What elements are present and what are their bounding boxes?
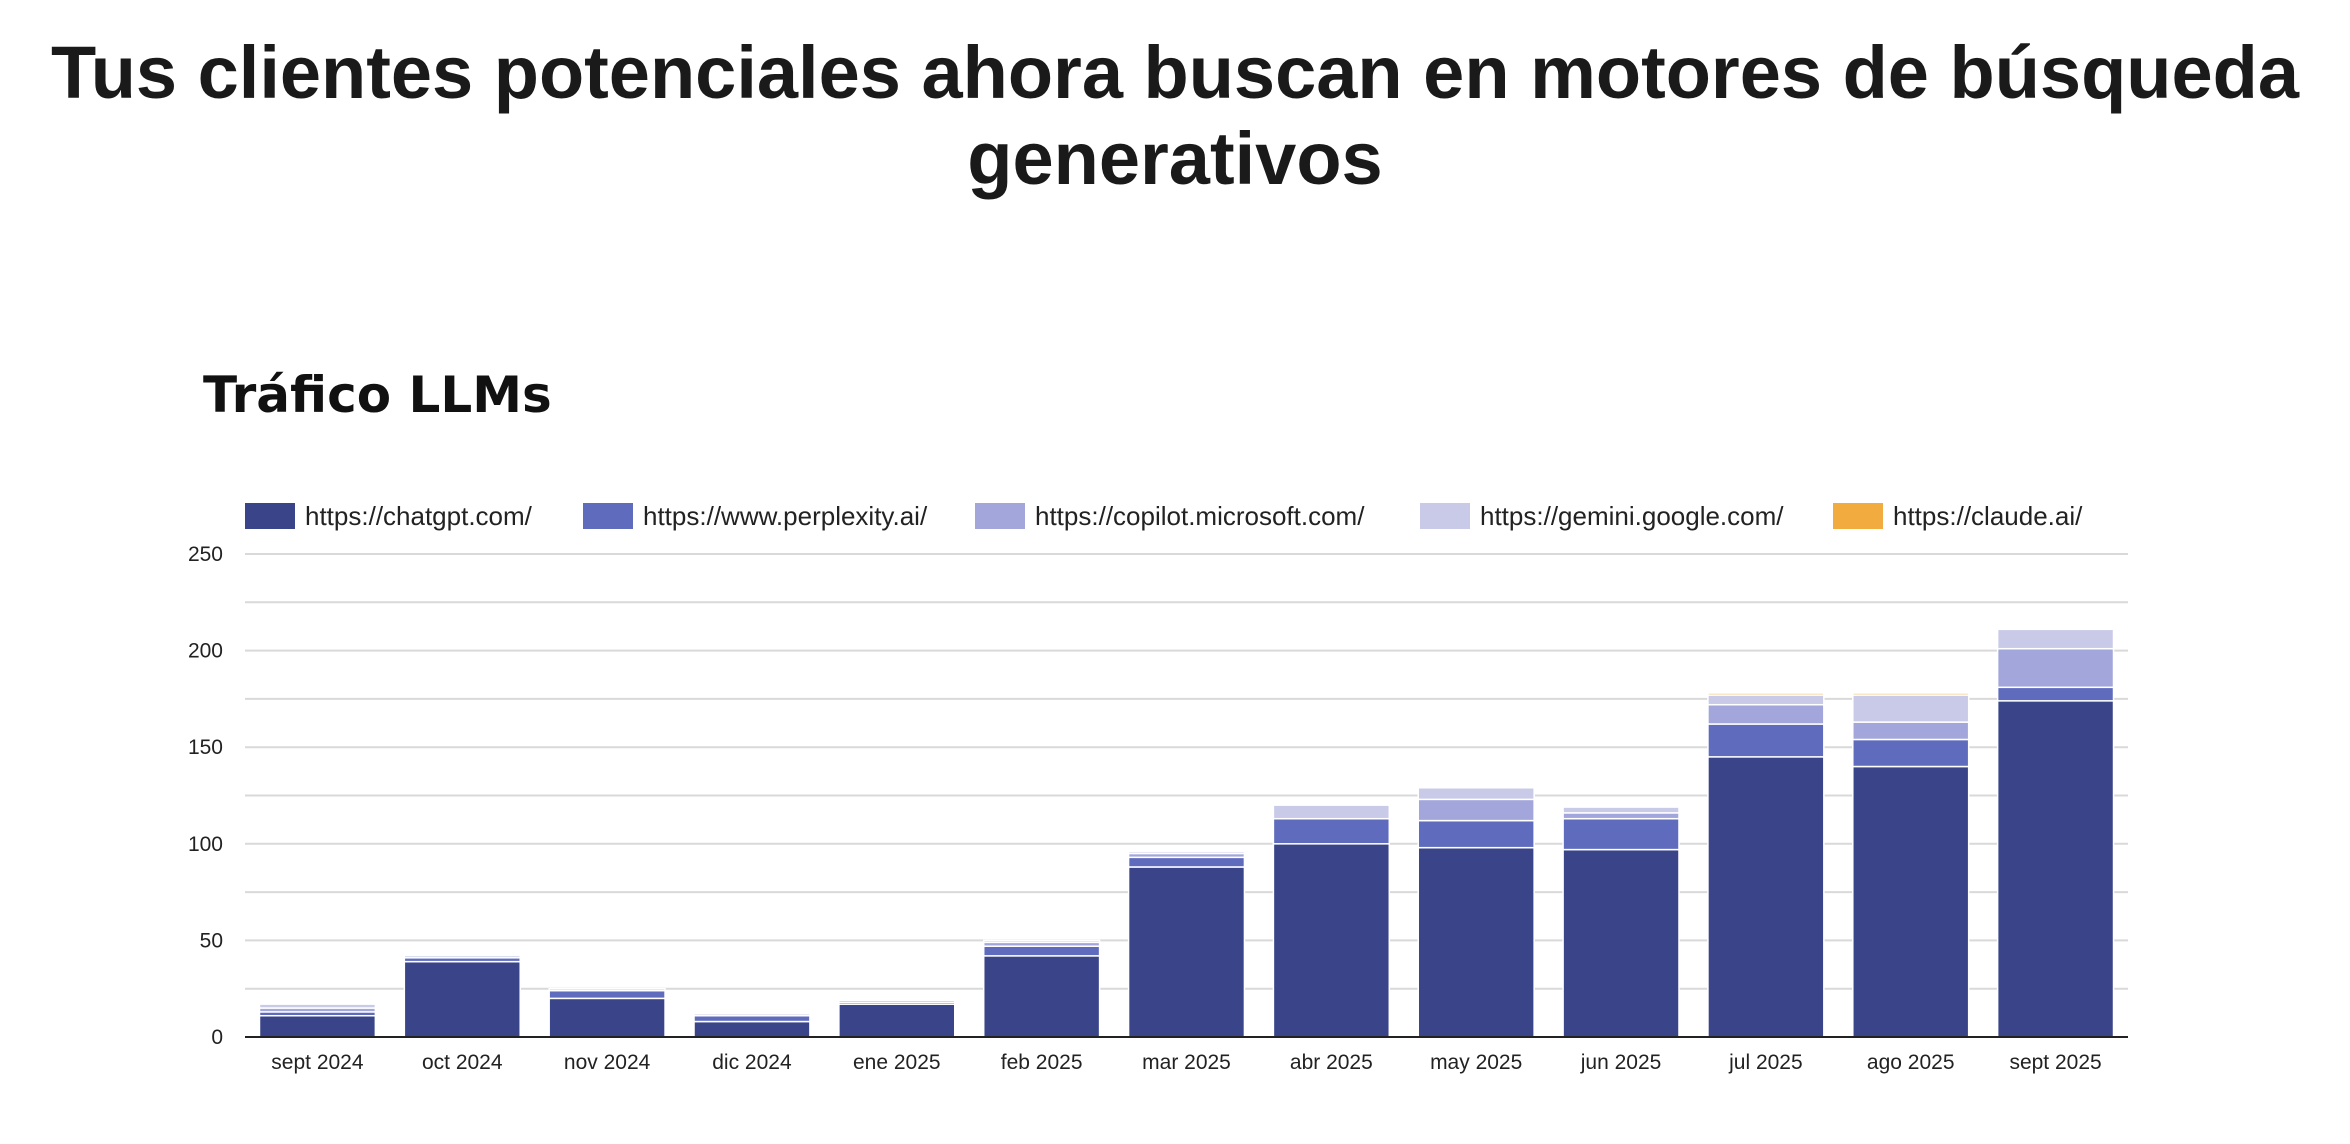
legend-swatch (1420, 503, 1470, 529)
bar-segment-4 (1996, 628, 2115, 650)
bar-segment-4 (1707, 694, 1825, 706)
x-tick-label: may 2025 (1430, 1051, 1522, 1074)
bar-segment-3 (1417, 798, 1535, 822)
x-tick-label: abr 2025 (1290, 1051, 1373, 1074)
y-tick-label: 50 (200, 929, 223, 952)
bar-segment-2 (982, 945, 1101, 957)
bar-segment-2 (1272, 817, 1391, 845)
x-tick-label: sept 2024 (271, 1051, 364, 1074)
x-axis-ticks: sept 2024 oct 2024 nov 2024 dic 2024 ene 202… (271, 1051, 2101, 1074)
bar-segment-4 (548, 987, 666, 992)
bar-segment-2 (1996, 686, 2115, 702)
bar-segment-3 (403, 955, 521, 959)
bar-segment-2 (693, 1014, 811, 1023)
bar-segment-1 (1562, 848, 1680, 1038)
legend-label: https://claude.ai/ (1893, 501, 2083, 531)
page-headline: Tus clientes potenciales ahora buscan en… (50, 31, 2299, 200)
y-tick-label: 150 (188, 736, 223, 759)
bar-segment-3 (838, 999, 956, 1003)
legend-label: https://www.perplexity.ai/ (643, 501, 928, 531)
legend-label: https://gemini.google.com/ (1480, 501, 1784, 531)
bar-segment-3 (1562, 812, 1680, 820)
y-tick-label: 100 (188, 833, 223, 856)
bar-segment-1 (982, 955, 1101, 1038)
x-tick-label: ago 2025 (1867, 1051, 1955, 1074)
bar-segment-1 (838, 1003, 956, 1038)
bar-segment-1 (548, 997, 666, 1038)
bar-segment-4 (693, 1013, 811, 1017)
bar-segment-2 (1127, 856, 1246, 868)
bar-segment-1 (1707, 756, 1825, 1038)
bar-segment-2 (1417, 819, 1535, 849)
bar-segment-3 (1996, 647, 2115, 689)
bar-segment-4 (1272, 804, 1391, 820)
x-tick-label: mar 2025 (1142, 1051, 1231, 1074)
legend-swatch (1833, 503, 1883, 529)
bar-segment-2 (1852, 738, 1970, 768)
x-tick-label: nov 2024 (564, 1051, 651, 1074)
bar-segment-1 (258, 1014, 377, 1038)
bar-segment-1 (1127, 866, 1246, 1038)
x-tick-label: jun 2025 (1580, 1051, 1662, 1074)
x-tick-label: ene 2025 (853, 1051, 941, 1074)
bar-segment-4 (1562, 806, 1680, 814)
bar-segment-4 (982, 939, 1101, 944)
bar-segment-2 (548, 989, 666, 1000)
x-tick-label: oct 2024 (422, 1051, 503, 1074)
bar-segment-1 (1852, 765, 1970, 1038)
y-tick-label: 250 (188, 543, 223, 566)
bar-segment-3 (1707, 703, 1825, 725)
bar-segment-5 (1852, 692, 1970, 696)
legend-label: https://chatgpt.com/ (305, 501, 533, 531)
bar-segment-2 (1707, 723, 1825, 758)
bar-segment-4 (1417, 787, 1535, 801)
bar-segment-2 (1562, 817, 1680, 851)
x-tick-label: sept 2025 (2009, 1051, 2101, 1074)
bar-segment-1 (1272, 843, 1391, 1038)
x-tick-label: jul 2025 (1728, 1051, 1803, 1074)
legend-label: https://copilot.microsoft.com/ (1035, 501, 1365, 531)
legend-swatch (975, 503, 1025, 529)
x-tick-label: feb 2025 (1001, 1051, 1083, 1074)
y-axis-ticks: 0 50 100 150 200 250 (188, 543, 223, 1049)
bar-segment-1 (1417, 846, 1535, 1038)
bar-segment-4 (1852, 694, 1970, 723)
bar-segment-1 (1996, 700, 2115, 1038)
legend-swatch (245, 503, 295, 529)
legend-swatch (583, 503, 633, 529)
x-tick-label: dic 2024 (712, 1051, 792, 1074)
bar-segment-1 (693, 1020, 811, 1038)
bar-segment-4 (258, 1003, 377, 1009)
bar-segment-5 (1707, 692, 1825, 696)
y-tick-label: 0 (211, 1026, 223, 1049)
bar-segment-3 (1852, 721, 1970, 741)
bar-segment-1 (403, 960, 521, 1038)
legend: https://chatgpt.com/https://www.perplexi… (245, 501, 2083, 531)
chart-title: Tráfico LLMs (203, 366, 552, 424)
bars (258, 628, 2115, 1038)
bar-segment-4 (1127, 850, 1246, 855)
y-tick-label: 200 (188, 640, 223, 663)
